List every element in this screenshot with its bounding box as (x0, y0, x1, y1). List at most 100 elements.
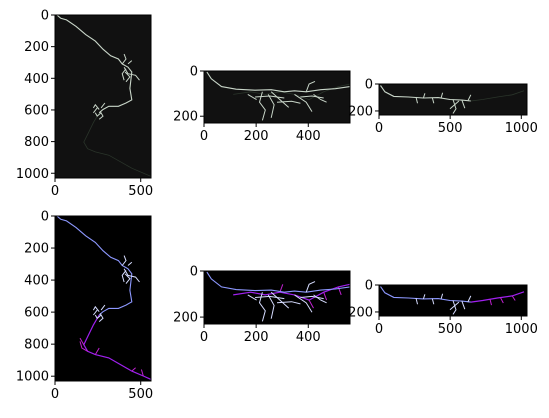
axes-frame (203, 270, 351, 325)
neuron-branch (121, 255, 127, 266)
y-tick-label: 1000 (16, 370, 49, 385)
neuron-branch (461, 99, 466, 109)
y-tick-label: 800 (24, 135, 49, 150)
image-area (55, 15, 151, 178)
neuron-branch (94, 112, 102, 117)
neuron-trace-faint (83, 112, 151, 177)
x-tick-label: 200 (244, 330, 269, 345)
y-tick-label: 200 (173, 311, 198, 326)
neuron-branch (294, 294, 313, 313)
neuron-branch (93, 309, 98, 316)
neuron-branch (415, 297, 418, 305)
y-tick-label: 400 (24, 274, 49, 289)
image-panel-bottom-left: 0 500 0 200 400 600 800 1000 (16, 210, 153, 403)
neuron-branch (461, 300, 466, 310)
x-tick-label: 500 (128, 184, 153, 199)
neuron-branch (270, 291, 290, 309)
neuron-branch (121, 270, 127, 283)
x-tick-label: 400 (296, 330, 321, 345)
axes-frame (54, 215, 152, 382)
neuron-branch-secondary (308, 299, 314, 309)
axes-frame (203, 70, 351, 124)
neuron-branch (294, 93, 313, 112)
x-tick-label: 1000 (505, 121, 538, 136)
neuron-branch (123, 268, 140, 283)
neuron-branch (100, 102, 106, 109)
neuron-branch (300, 295, 324, 300)
neuron-branch-secondary (131, 367, 136, 372)
neuron-branch (247, 93, 257, 101)
y-tick-label: 0 (41, 210, 49, 225)
y-tick-label: 200 (348, 305, 373, 320)
neuron-trace-secondary (470, 291, 525, 303)
image-panel-top-left: 0 500 0 200 400 600 800 1000 (16, 9, 153, 200)
neuron-branch (98, 110, 104, 120)
x-tick-label: 0 (200, 330, 208, 345)
neuron-branch (305, 281, 316, 293)
image-area (55, 216, 151, 381)
y-tick-label: 1000 (16, 167, 49, 182)
neuron-branch (124, 71, 131, 83)
neuron-branch (255, 95, 285, 99)
neuron-branch-secondary (94, 347, 100, 355)
neuron-branch-secondary (489, 299, 492, 306)
neuron-branch (313, 93, 327, 103)
neuron-branch (431, 97, 435, 104)
neuron-branch (100, 304, 106, 311)
neuron-branch (94, 314, 102, 320)
neuron-branch (124, 273, 131, 284)
neuron-branch-secondary (79, 337, 85, 345)
neuron-branch (422, 93, 426, 99)
x-tick-label: 1000 (505, 322, 538, 337)
neuron-trace-main (206, 71, 350, 93)
y-tick-label: 200 (348, 104, 373, 119)
y-tick-label: 0 (190, 265, 198, 280)
x-tick-label: 0 (200, 129, 208, 144)
neuron-branch (92, 103, 100, 110)
neuron-trace-main (206, 271, 350, 293)
neuron-branch (93, 107, 98, 114)
neuron-branch (267, 94, 275, 118)
y-tick-label: 0 (41, 9, 49, 24)
axes-frame (378, 83, 528, 116)
x-tick-label: 200 (244, 129, 269, 144)
trace-group (380, 286, 525, 315)
y-tick-label: 800 (24, 338, 49, 353)
neuron-branch-secondary (279, 284, 284, 293)
neuron-branch-secondary (323, 292, 328, 301)
x-tick-label: 0 (51, 387, 59, 402)
neuron-branch (255, 295, 285, 300)
x-tick-label: 400 (296, 129, 321, 144)
x-tick-label: 500 (438, 121, 463, 136)
y-tick-label: 0 (365, 78, 373, 93)
neuron-branch (467, 94, 472, 102)
axes-frame (54, 14, 152, 179)
neuron-branch-secondary (499, 297, 504, 304)
neuron-branch (452, 300, 457, 315)
neuron-branch (452, 99, 457, 114)
neuron-branch (92, 305, 100, 313)
y-tick-label: 0 (190, 65, 198, 80)
neuron-branch (467, 295, 472, 303)
y-tick-label: 600 (24, 306, 49, 321)
neuron-branch (449, 100, 460, 110)
y-tick-label: 200 (24, 40, 49, 55)
x-tick-label: 500 (438, 322, 463, 337)
neuron-branch (121, 68, 127, 81)
neuron-branch (431, 298, 435, 305)
neuron-branch-secondary (79, 341, 88, 352)
neuron-branch (422, 294, 426, 300)
neuron-branch (276, 301, 301, 305)
neuron-trace-faint (470, 90, 525, 102)
y-tick-label: 200 (173, 110, 198, 125)
neuron-branch (449, 301, 460, 311)
neuron-branch (247, 294, 257, 301)
x-tick-label: 500 (128, 387, 153, 402)
trace-group (206, 271, 350, 322)
x-tick-label: 0 (375, 322, 383, 337)
